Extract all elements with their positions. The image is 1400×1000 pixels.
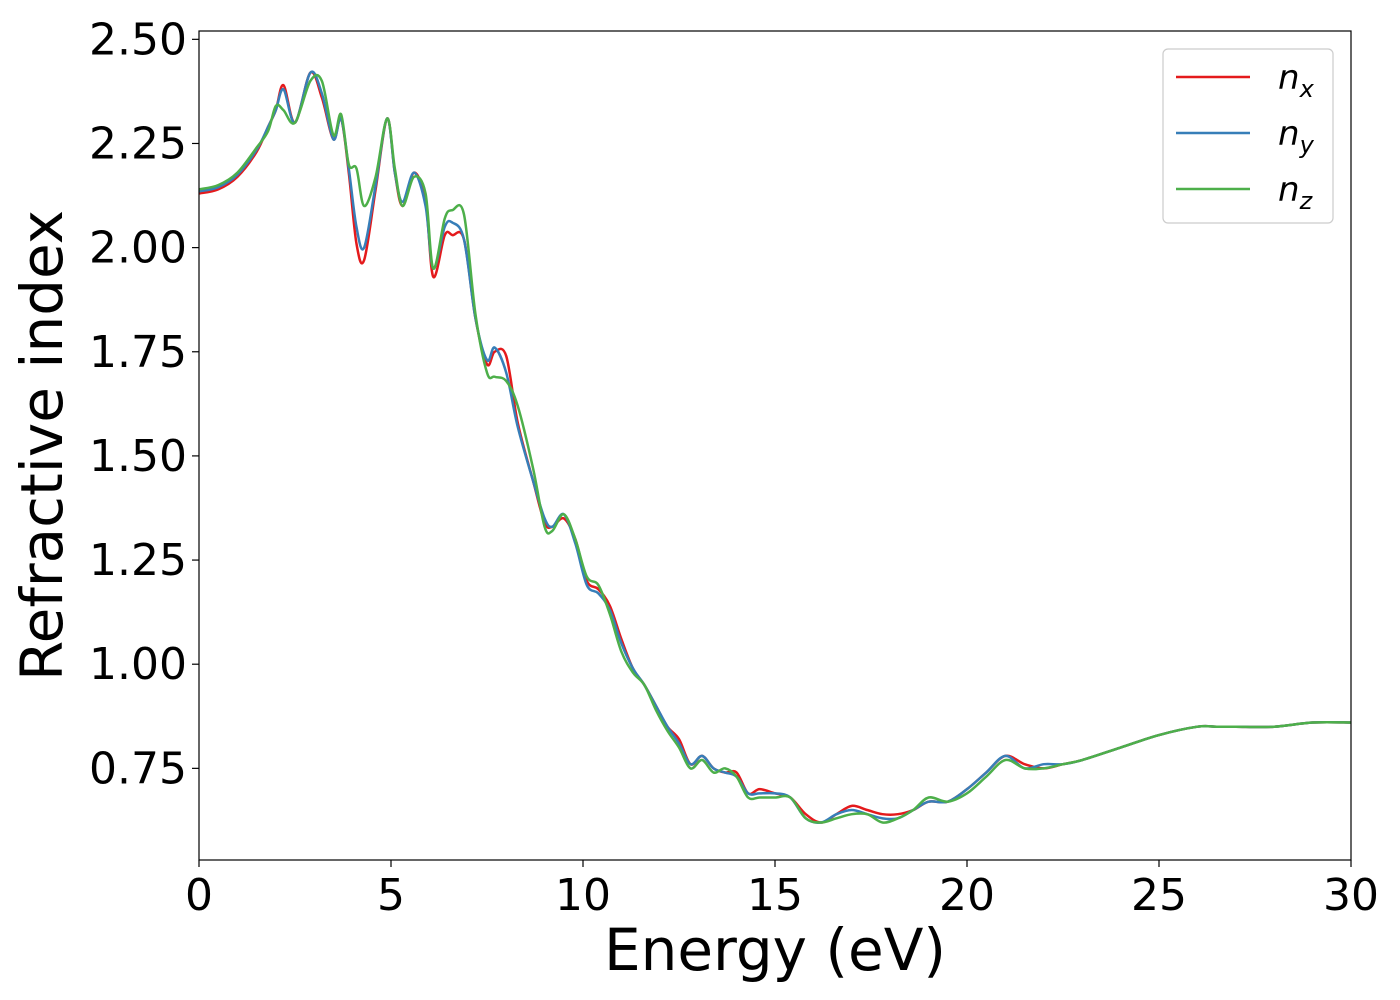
series-line-nz [199,73,1351,824]
legend-label: ny [1278,114,1315,159]
legend-label: nx [1278,58,1315,103]
x-tick-label: 5 [377,870,405,921]
y-tick-label: 2.50 [89,14,187,65]
x-tick-label: 20 [939,870,995,921]
x-axis-title: Energy (eV) [604,916,946,984]
x-tick-label: 10 [555,870,611,921]
y-tick-label: 0.75 [89,743,187,794]
y-tick-label: 1.50 [89,431,187,482]
series-lines [199,70,1351,824]
y-tick-label: 2.00 [89,223,187,274]
series-line-ny [199,70,1351,824]
legend: nx ny nz [1162,48,1334,224]
y-tick-label: 1.75 [89,327,187,378]
x-tick-label: 30 [1323,870,1379,921]
x-tick-label: 15 [747,870,803,921]
y-tick-label: 1.00 [89,639,187,690]
y-tick-label: 2.25 [89,118,187,169]
legend-box [1162,48,1334,224]
y-axis-title: Refractive index [8,210,76,681]
legend-label: nz [1278,170,1314,215]
axis-ticks: 0 5 10 15 20 25 30 0.75 1.00 1.25 1.50 1.75 2.00 2.25… [89,14,1379,921]
x-tick-label: 25 [1131,870,1187,921]
y-tick-label: 1.25 [89,535,187,586]
x-tick-label: 0 [185,870,213,921]
